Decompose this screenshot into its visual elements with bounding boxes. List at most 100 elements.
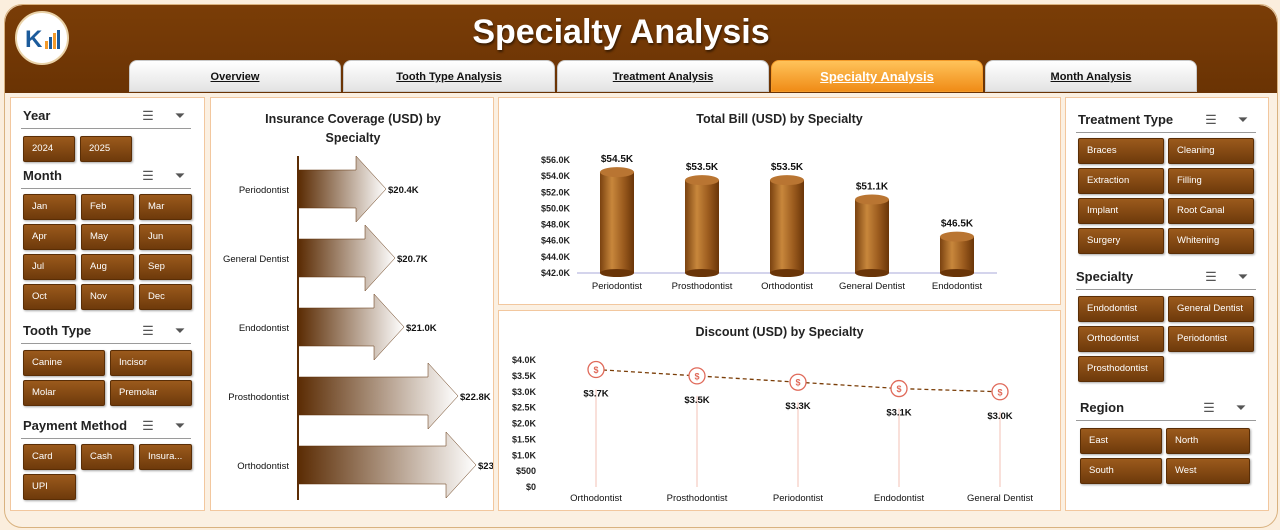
slicer-item-month[interactable]: Nov (81, 284, 134, 310)
series-line (595, 368, 1001, 393)
slicer-item-month[interactable]: Dec (139, 284, 192, 310)
multi-select-icon[interactable]: ☰ (1205, 112, 1217, 127)
slicer-item-tooth-type[interactable]: Canine (23, 350, 105, 376)
slicer-item-month[interactable]: Jun (139, 224, 192, 250)
slicer-item-treatment[interactable]: Filling (1168, 168, 1254, 194)
clear-filter-icon[interactable]: ⏷ (174, 108, 186, 123)
slicer-item-region[interactable]: East (1080, 428, 1162, 454)
region-slicer-title: Region (1080, 400, 1125, 415)
clear-filter-icon[interactable]: ⏷ (1237, 269, 1249, 284)
slicer-item-region[interactable]: South (1080, 458, 1162, 484)
clear-filter-icon[interactable]: ⏷ (174, 418, 186, 433)
slicer-item-treatment[interactable]: Braces (1078, 138, 1164, 164)
divider (1076, 420, 1256, 421)
slicer-item-payment[interactable]: UPI (23, 474, 76, 500)
slicer-item-payment[interactable]: Card (23, 444, 76, 470)
category-label: Periodontist (592, 281, 643, 292)
bar-top (685, 175, 719, 186)
tab-month-analysis[interactable]: Month Analysis (985, 60, 1197, 92)
slicer-item-region[interactable]: North (1166, 428, 1250, 454)
y-tick-label: $54.0K (541, 171, 571, 181)
y-tick-label: $48.0K (541, 220, 571, 230)
tab-tooth-type-analysis[interactable]: Tooth Type Analysis (343, 60, 555, 92)
data-label: $53.5K (686, 162, 719, 173)
clear-filter-icon[interactable]: ⏷ (1235, 400, 1247, 415)
multi-select-icon[interactable]: ☰ (142, 108, 154, 123)
y-tick-label: $44.0K (541, 252, 571, 262)
slicer-item-specialty[interactable]: Periodontist (1168, 326, 1254, 352)
chart-title: Total Bill (USD) by Specialty (696, 112, 863, 126)
multi-select-icon[interactable]: ☰ (1203, 400, 1215, 415)
data-label: $20.4K (388, 185, 419, 196)
multi-select-icon[interactable]: ☰ (142, 168, 154, 183)
data-label: $3.1K (886, 408, 911, 419)
slicer-item-treatment[interactable]: Root Canal (1168, 198, 1254, 224)
slicer-item-specialty[interactable]: Prosthodontist (1078, 356, 1164, 382)
category-label: General Dentist (967, 493, 1033, 504)
data-label: $51.1K (856, 182, 889, 193)
clear-filter-icon[interactable]: ⏷ (174, 168, 186, 183)
arrow-bar (298, 362, 459, 430)
multi-select-icon[interactable]: ☰ (142, 323, 154, 338)
multi-select-icon[interactable]: ☰ (1205, 269, 1217, 284)
data-label: $3.7K (583, 389, 608, 400)
multi-select-icon[interactable]: ☰ (142, 418, 154, 433)
slicer-item-year[interactable]: 2024 (23, 136, 75, 162)
data-label: $3.0K (987, 411, 1012, 422)
bar (940, 236, 974, 273)
slicer-item-treatment[interactable]: Surgery (1078, 228, 1164, 254)
slicer-item-treatment[interactable]: Implant (1078, 198, 1164, 224)
slicer-item-specialty[interactable]: Orthodontist (1078, 326, 1164, 352)
tab-treatment-analysis[interactable]: Treatment Analysis (557, 60, 769, 92)
slicer-item-tooth-type[interactable]: Incisor (110, 350, 192, 376)
slicer-item-payment[interactable]: Insura... (139, 444, 192, 470)
divider (1076, 132, 1256, 133)
y-tick-label: $0 (526, 482, 536, 492)
slicer-item-payment[interactable]: Cash (81, 444, 134, 470)
svg-text:K: K (25, 26, 43, 53)
slicer-item-specialty[interactable]: Endodontist (1078, 296, 1164, 322)
y-tick-label: $3.5K (512, 371, 537, 381)
clear-filter-icon[interactable]: ⏷ (1237, 112, 1249, 127)
data-label: $54.5K (601, 154, 634, 165)
tab-specialty-analysis[interactable]: Specialty Analysis (771, 60, 983, 92)
slicer-item-month[interactable]: Aug (81, 254, 134, 280)
tooth-type-slicer-title: Tooth Type (23, 323, 92, 338)
slicer-item-treatment[interactable]: Extraction (1078, 168, 1164, 194)
slicer-item-month[interactable]: May (81, 224, 134, 250)
payment-method-slicer-title: Payment Method (23, 418, 128, 433)
slicer-item-month[interactable]: Jul (23, 254, 76, 280)
slicer-item-specialty[interactable]: General Dentist (1168, 296, 1254, 322)
data-label: $46.5K (941, 219, 974, 230)
slicer-item-month[interactable]: Jan (23, 194, 76, 220)
chart-title: Insurance Coverage (USD) by Specialty (265, 112, 441, 145)
header-bar: K Specialty Analysis Overview Tooth Type… (5, 5, 1277, 93)
slicer-item-month[interactable]: Feb (81, 194, 134, 220)
dollar-glyph: $ (896, 384, 901, 394)
slicer-item-month[interactable]: Oct (23, 284, 76, 310)
slicer-item-region[interactable]: West (1166, 458, 1250, 484)
bar (855, 199, 889, 273)
slicer-item-month[interactable]: Apr (23, 224, 76, 250)
data-label: $3.3K (785, 401, 810, 412)
bar-top (940, 231, 974, 242)
slicer-item-tooth-type[interactable]: Molar (23, 380, 105, 406)
dollar-glyph: $ (997, 387, 1002, 397)
money-hand-icon (789, 373, 807, 391)
category-label: General Dentist (223, 254, 289, 265)
y-tick-label: $4.0K (512, 355, 537, 365)
total-bill-chart: $56.0K $54.0K $52.0K $50.0K $48.0K $46.0K $44.… (541, 154, 997, 292)
chart-title: Discount (USD) by Specialty (695, 325, 864, 339)
tab-overview[interactable]: Overview (129, 60, 341, 92)
clear-filter-icon[interactable]: ⏷ (174, 323, 186, 338)
slicer-item-year[interactable]: 2025 (80, 136, 132, 162)
slicer-item-month[interactable]: Mar (139, 194, 192, 220)
slicer-item-tooth-type[interactable]: Premolar (110, 380, 192, 406)
slicer-item-treatment[interactable]: Whitening (1168, 228, 1254, 254)
category-label: Endodontist (874, 493, 925, 504)
category-label: Orthodontist (237, 461, 289, 472)
category-label: Endodontist (932, 281, 983, 292)
category-label: Prosthodontist (667, 493, 728, 504)
slicer-item-treatment[interactable]: Cleaning (1168, 138, 1254, 164)
slicer-item-month[interactable]: Sep (139, 254, 192, 280)
